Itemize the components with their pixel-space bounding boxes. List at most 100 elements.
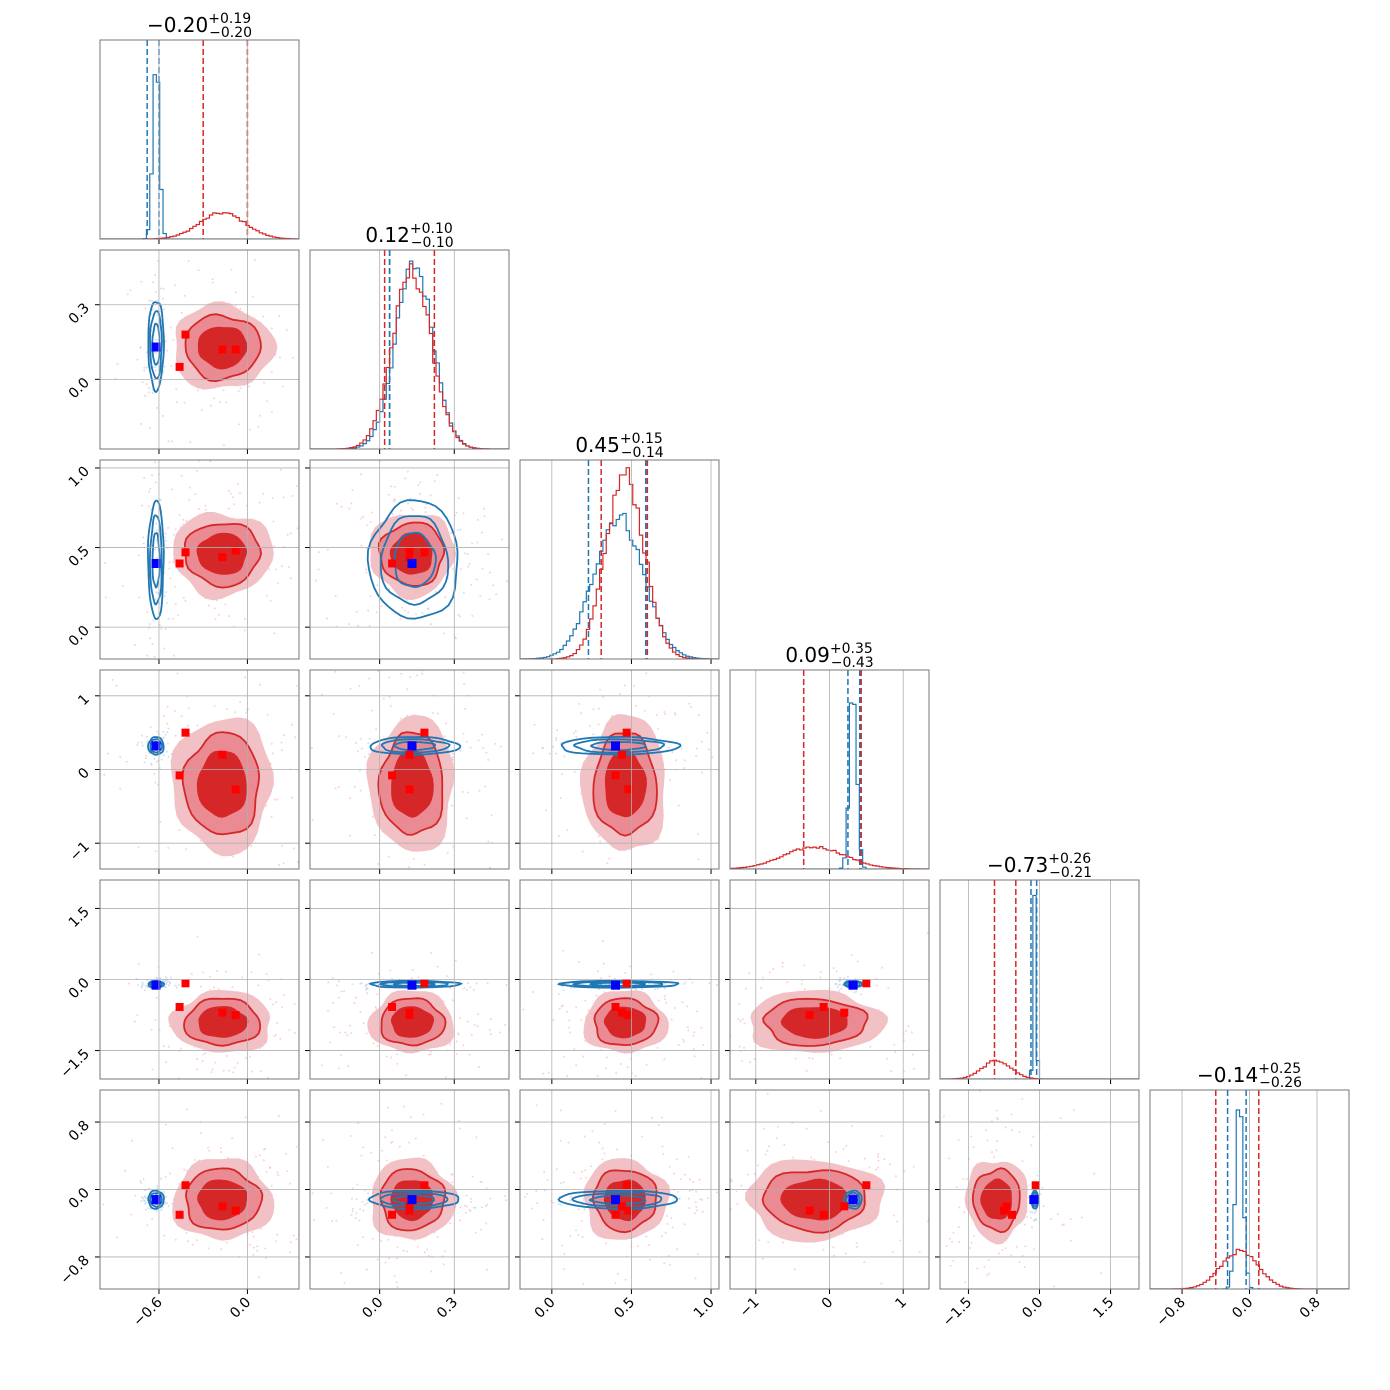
sample-point bbox=[844, 1252, 847, 1255]
sample-point bbox=[707, 1010, 709, 1012]
sample-point bbox=[350, 502, 353, 505]
sample-point bbox=[156, 299, 159, 302]
sample-point bbox=[561, 1004, 564, 1007]
sample-point bbox=[355, 1212, 358, 1215]
sample-point bbox=[614, 1110, 617, 1113]
sample-point bbox=[311, 1270, 313, 1272]
sample-point bbox=[1010, 1254, 1013, 1257]
sample-point bbox=[326, 1166, 329, 1169]
sample-point bbox=[278, 913, 280, 915]
sample-point bbox=[162, 715, 165, 718]
sample-point bbox=[196, 1068, 199, 1071]
sample-point bbox=[664, 998, 667, 1001]
sample-point bbox=[687, 1197, 690, 1200]
sample-point bbox=[145, 383, 148, 386]
sample-point bbox=[154, 461, 157, 464]
truth-marker bbox=[151, 1195, 161, 1205]
sample-point bbox=[583, 1208, 586, 1211]
sample-point bbox=[304, 1269, 306, 1271]
sample-point bbox=[657, 999, 660, 1002]
sample-point bbox=[375, 728, 378, 731]
sample-point bbox=[151, 1068, 154, 1071]
sample-point bbox=[137, 846, 140, 849]
sample-point bbox=[717, 1299, 719, 1301]
sample-point bbox=[283, 734, 286, 737]
histogram-series-a bbox=[730, 702, 929, 869]
sample-point bbox=[182, 596, 185, 599]
sample-point bbox=[856, 960, 859, 963]
sample-point bbox=[279, 1037, 282, 1040]
sample-point bbox=[877, 1166, 880, 1169]
x-tick-label: −1 bbox=[737, 1295, 763, 1321]
sample-point bbox=[753, 1173, 756, 1176]
sample-point bbox=[615, 1072, 618, 1075]
sample-point bbox=[141, 381, 144, 384]
sample-point bbox=[151, 1218, 154, 1221]
sample-point bbox=[155, 760, 158, 763]
sample-point bbox=[360, 747, 363, 750]
sample-point bbox=[150, 329, 153, 332]
sample-point bbox=[251, 295, 254, 298]
sample-point bbox=[274, 1240, 277, 1243]
sample-point bbox=[389, 969, 392, 972]
sample-point bbox=[708, 982, 711, 985]
sample-point bbox=[148, 391, 151, 394]
sample-point bbox=[675, 759, 678, 762]
sample-point bbox=[280, 741, 283, 744]
sample-point bbox=[143, 476, 146, 479]
sample-point bbox=[684, 1173, 687, 1176]
sample-point bbox=[468, 1053, 471, 1056]
sample-point bbox=[552, 1201, 555, 1204]
sample-point bbox=[1056, 1213, 1059, 1216]
sample-point bbox=[936, 1020, 938, 1022]
sample-point bbox=[167, 1045, 170, 1048]
sample-point bbox=[811, 1057, 814, 1060]
sample-point bbox=[171, 617, 174, 620]
sample-point bbox=[373, 834, 376, 837]
sample-point bbox=[155, 290, 158, 293]
sample-point bbox=[535, 1104, 538, 1107]
x-tick-label: 0.3 bbox=[434, 1295, 461, 1322]
sample-point bbox=[201, 971, 204, 974]
sample-point bbox=[257, 425, 260, 428]
sample-point bbox=[581, 1236, 584, 1239]
sample-point bbox=[986, 1274, 989, 1277]
sample-point bbox=[761, 1257, 764, 1260]
sample-point bbox=[214, 618, 217, 621]
panel-frame bbox=[519, 669, 720, 870]
sample-point bbox=[375, 611, 378, 614]
sample-point bbox=[417, 484, 420, 487]
sample-point bbox=[156, 783, 159, 786]
sample-point bbox=[175, 388, 178, 391]
sample-point bbox=[743, 1022, 746, 1025]
sample-point bbox=[1069, 1218, 1072, 1221]
sample-point bbox=[281, 1006, 284, 1009]
sample-point bbox=[470, 1200, 473, 1203]
sample-point bbox=[269, 998, 272, 1001]
sample-point bbox=[236, 1061, 239, 1064]
sample-point bbox=[633, 684, 636, 687]
sample-point bbox=[561, 985, 564, 988]
sample-point bbox=[440, 1102, 443, 1105]
sample-point bbox=[707, 748, 710, 751]
sample-point bbox=[140, 734, 143, 737]
x-tick-label: −0.6 bbox=[130, 1294, 165, 1329]
sample-point bbox=[333, 1026, 336, 1029]
point-marker bbox=[175, 771, 184, 780]
sample-point bbox=[724, 1112, 726, 1114]
sample-point bbox=[560, 1204, 563, 1207]
sample-point bbox=[405, 1074, 408, 1077]
point-marker bbox=[218, 1202, 227, 1211]
sample-point bbox=[347, 623, 350, 626]
sample-point bbox=[210, 1071, 213, 1074]
sample-point bbox=[605, 1056, 608, 1059]
sample-point bbox=[476, 541, 479, 544]
sample-point bbox=[258, 1154, 261, 1157]
y-tick-label: 1.0 bbox=[66, 463, 93, 490]
sample-point bbox=[384, 648, 386, 650]
sample-point bbox=[808, 1056, 811, 1059]
contour-series-a bbox=[146, 499, 165, 621]
sample-point bbox=[366, 992, 369, 995]
sample-point bbox=[321, 693, 324, 696]
truth-marker bbox=[151, 741, 161, 751]
